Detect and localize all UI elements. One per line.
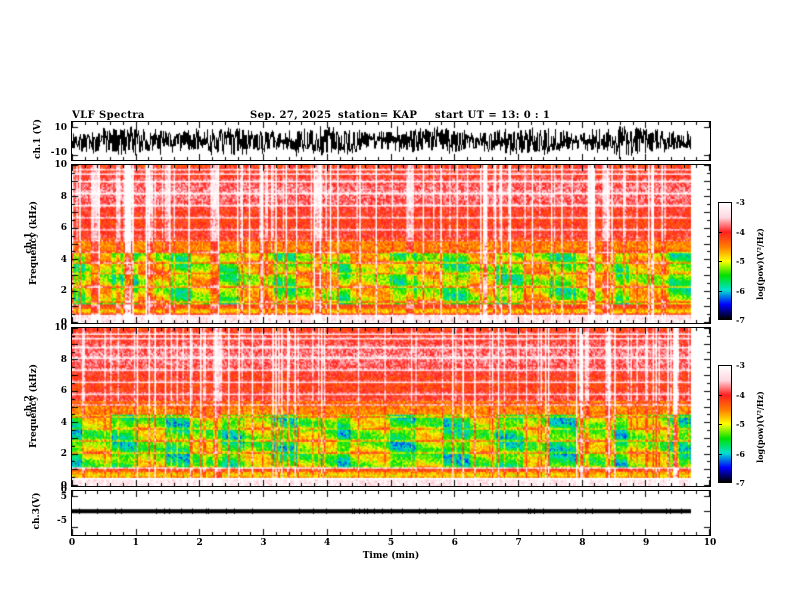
ch1-spectrogram-canvas xyxy=(72,165,710,323)
panel-ch2-spectrogram xyxy=(71,327,711,487)
x-tick-label-1: 1 xyxy=(132,538,139,548)
colorbar-tick-label--6: -6 xyxy=(736,285,745,296)
x-tick-label-2: 2 xyxy=(196,538,203,548)
ch3-volt-tick-0: 0 xyxy=(60,485,67,495)
x-tick-label-10: 10 xyxy=(703,538,717,548)
freq-tick-label-2: 2 xyxy=(60,449,67,460)
colorbar-tick--7 xyxy=(718,319,722,320)
colorbar-ch2: log(pow)(V²/Hz) xyxy=(718,365,790,483)
x-tick-label-5: 5 xyxy=(387,538,395,548)
freq-tick-label-4: 4 xyxy=(60,254,67,265)
page-title: VLF Spectra xyxy=(72,110,145,121)
colorbar-tick-label--5: -5 xyxy=(736,419,745,429)
colorbar-tick--3 xyxy=(718,365,722,366)
ch1-volt-tick-neg10: -10 xyxy=(50,148,67,158)
x-tick-label-7: 7 xyxy=(515,538,522,548)
colorbar-tick-label--3: -3 xyxy=(736,360,745,370)
freq-tick-label-6: 6 xyxy=(60,386,67,397)
x-tick-label-3: 3 xyxy=(260,538,267,548)
colorbar-tick--3 xyxy=(718,202,722,203)
panel-ch1-spectrogram xyxy=(71,164,711,324)
x-tick-label-8: 8 xyxy=(579,538,586,548)
colorbar-tick-label--4: -4 xyxy=(736,226,745,237)
ch3-volt-tick-5: 5 xyxy=(60,492,67,502)
colorbar-tick-label--5: -5 xyxy=(736,256,745,266)
colorbar-ch1-axis-label: log(pow)(V²/Hz) xyxy=(755,228,765,300)
ch2-spectrogram-axis-label-line2: Frequency (kHz) xyxy=(29,363,39,448)
colorbar-tick--6 xyxy=(718,290,722,292)
colorbar-tick--7 xyxy=(718,482,722,483)
freq-tick-label-8: 8 xyxy=(60,191,67,202)
x-axis-title: Time (min) xyxy=(362,551,420,561)
colorbar-tick--4 xyxy=(718,231,722,233)
colorbar-tick-label--3: -3 xyxy=(736,197,745,207)
colorbar-ch2-axis-label: log(pow)(V²/Hz) xyxy=(755,391,765,463)
header-station: station= KAP xyxy=(338,110,418,121)
colorbar-tick-label--7: -7 xyxy=(736,478,745,488)
colorbar-tick--6 xyxy=(718,453,722,455)
header-date: Sep. 27, 2025 xyxy=(250,110,332,121)
ch1-spectrogram-axis-label-line2: Frequency (kHz) xyxy=(29,200,39,285)
ch3-volt-tick-neg5: -5 xyxy=(57,516,67,526)
colorbar-ch1: log(pow)(V²/Hz) xyxy=(718,202,790,320)
ch1-waveform-canvas xyxy=(72,122,710,160)
freq-tick-label-10: 10 xyxy=(54,160,67,170)
ch3-waveform-canvas xyxy=(72,491,710,535)
header-start-ut: start UT = 13: 0 : 1 xyxy=(435,110,551,121)
freq-tick-label-10: 10 xyxy=(54,323,67,333)
colorbar-tick-label--7: -7 xyxy=(736,315,745,325)
colorbar-tick--4 xyxy=(718,394,722,396)
ch2-spectrogram-canvas xyxy=(72,328,710,486)
colorbar-tick--5 xyxy=(718,261,722,262)
x-tick-label-4: 4 xyxy=(324,538,331,548)
freq-tick-label-4: 4 xyxy=(60,417,67,428)
panel-ch1-voltage xyxy=(71,121,711,161)
x-tick-label-6: 6 xyxy=(451,538,458,548)
freq-tick-label-0: 0 xyxy=(60,318,67,328)
ch3-voltage-axis-label: ch.3(V) xyxy=(32,492,42,530)
freq-tick-label-0: 0 xyxy=(60,481,67,491)
panel-ch3-voltage xyxy=(71,490,711,536)
freq-tick-label-8: 8 xyxy=(60,354,67,365)
colorbar-tick-label--4: -4 xyxy=(736,389,745,400)
freq-tick-label-2: 2 xyxy=(60,286,67,297)
colorbar-tick--5 xyxy=(718,424,722,425)
colorbar-tick-label--6: -6 xyxy=(736,448,745,459)
freq-tick-label-6: 6 xyxy=(60,223,67,234)
ch1-volt-tick-10: 10 xyxy=(54,123,67,133)
x-tick-label-0: 0 xyxy=(68,538,76,548)
x-tick-label-9: 9 xyxy=(643,538,650,548)
